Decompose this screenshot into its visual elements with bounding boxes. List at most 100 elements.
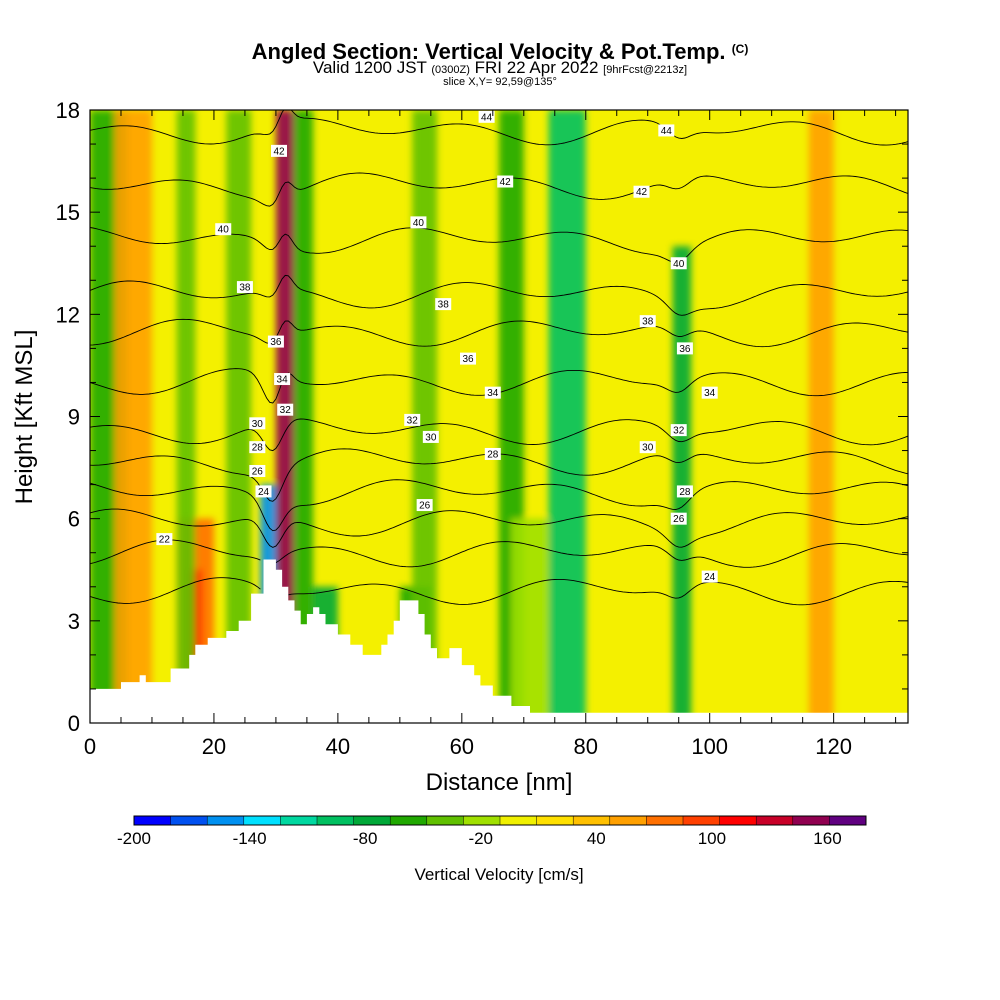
terrain — [90, 559, 908, 723]
contour-label: 42 — [271, 144, 288, 157]
x-tick-label: 80 — [574, 734, 598, 759]
chart-title: Angled Section: Vertical Velocity & Pot.… — [251, 39, 749, 64]
contour-label: 30 — [639, 441, 656, 454]
colorbar-swatch — [646, 816, 684, 825]
contour-label: 32 — [404, 413, 421, 426]
theta-contour — [90, 318, 908, 348]
contour-label-text: 32 — [280, 405, 292, 416]
y-tick-label: 15 — [56, 200, 80, 225]
subtitle-valid: Valid 1200 JST — [312, 58, 427, 77]
subtitle-date: FRI 22 Apr 2022 — [474, 58, 599, 77]
subtitle-forecast: [9hrFcst@2213z] — [603, 64, 688, 76]
contour-label: 24 — [701, 570, 718, 583]
subtitle-zulu: (0300Z) — [431, 64, 470, 76]
contour-label-text: 24 — [258, 487, 270, 498]
contour-label: 40 — [215, 223, 232, 236]
colorbar: -200 -140 -80 -20 40 100 160 — [117, 815, 867, 848]
colorbar-swatch — [683, 816, 720, 825]
colorbar-tick-label: -80 — [353, 829, 378, 848]
x-tick-label: 40 — [326, 734, 350, 759]
contour-label: 26 — [416, 499, 433, 512]
contour-label-text: 28 — [252, 443, 264, 454]
y-tick-label: 12 — [56, 302, 80, 327]
contour-label: 34 — [484, 386, 501, 399]
colorbar-swatch — [573, 816, 611, 825]
contour-label-text: 36 — [679, 344, 691, 355]
velocity-band — [672, 246, 692, 723]
y-axis: 0 36 9 12 15 18 — [56, 98, 908, 736]
contour-label: 40 — [670, 257, 687, 270]
colorbar-tick-label: 40 — [587, 829, 606, 848]
contour-label: 30 — [422, 430, 439, 443]
contour-label-text: 36 — [270, 337, 282, 348]
contour-label: 34 — [274, 373, 291, 386]
velocity-band — [548, 110, 586, 723]
colorbar-swatch — [756, 816, 794, 825]
contour-label: 44 — [478, 110, 495, 123]
contour-label: 40 — [410, 216, 427, 229]
contour-label-text: 34 — [487, 388, 499, 399]
theta-contour — [90, 418, 908, 452]
velocity-band — [511, 518, 549, 723]
x-tick-label: 60 — [450, 734, 474, 759]
velocity-band — [294, 110, 314, 723]
contour-label-text: 38 — [239, 283, 251, 294]
contour-label-text: 44 — [661, 126, 673, 137]
contour-label-text: 28 — [487, 449, 499, 460]
colorbar-tick-label: -140 — [233, 829, 267, 848]
colorbar-swatch — [463, 816, 501, 825]
x-tick-label: 120 — [815, 734, 852, 759]
contour-label: 22 — [156, 533, 173, 546]
theta-contour — [90, 110, 908, 146]
contour-label: 38 — [435, 298, 452, 311]
colorbar-swatch — [609, 816, 647, 825]
theta-contour — [90, 539, 908, 568]
contour-label-text: 30 — [425, 432, 437, 443]
colorbar-swatch — [500, 816, 537, 825]
colorbar-swatch — [390, 816, 428, 825]
contour-label-text: 34 — [704, 388, 716, 399]
contour-label: 38 — [639, 315, 656, 328]
y-axis-title: Height [Kft MSL] — [11, 330, 38, 505]
y-tick-label: 18 — [56, 98, 80, 123]
chart-subtitle: Valid 1200 JST (0300Z) FRI 22 Apr 2022 [… — [0, 59, 1000, 79]
contour-label-text: 26 — [252, 466, 264, 477]
contour-label: 44 — [658, 124, 675, 137]
colorbar-swatch — [829, 816, 867, 825]
x-tick-label: 20 — [202, 734, 226, 759]
colorbar-tick-label: -20 — [468, 829, 493, 848]
colorbar-swatch — [317, 816, 354, 825]
contour-label-text: 32 — [407, 415, 419, 426]
x-tick-label: 100 — [691, 734, 728, 759]
contour-label-text: 40 — [673, 259, 685, 270]
contour-label-text: 42 — [273, 146, 285, 157]
y-tick-label: 3 — [68, 609, 80, 634]
contour-label: 36 — [460, 352, 477, 365]
contour-label: 34 — [701, 386, 718, 399]
contour-label-text: 38 — [438, 300, 450, 311]
y-tick-label: 0 — [68, 711, 80, 736]
velocity-band — [275, 110, 295, 723]
contour-label: 38 — [236, 281, 253, 294]
colorbar-swatch — [536, 816, 574, 825]
theta-contour — [90, 479, 908, 532]
contour-label-text: 36 — [462, 354, 474, 365]
contour-label: 30 — [249, 417, 266, 430]
colorbar-swatch — [719, 816, 757, 825]
theta-contour — [90, 274, 908, 316]
colorbar-swatch — [426, 816, 464, 825]
velocity-band — [808, 110, 834, 723]
plot-area: 44 44 42 42 42 40 40 40 38 38 38 36 36 36 34 34 34 32 32 32… — [89, 109, 909, 724]
contour-label: 32 — [670, 424, 687, 437]
contour-label: 36 — [676, 342, 693, 355]
contour-label-text: 30 — [252, 419, 264, 430]
contour-label: 26 — [249, 464, 266, 477]
contour-label-text: 32 — [673, 426, 685, 437]
contour-label-text: 30 — [642, 443, 654, 454]
contour-label-text: 38 — [642, 317, 654, 328]
y-tick-label: 9 — [68, 405, 80, 430]
contour-label-text: 28 — [679, 487, 691, 498]
contour-label-text: 42 — [500, 177, 512, 188]
x-tick-label: 0 — [84, 734, 96, 759]
contour-label: 28 — [484, 447, 501, 460]
